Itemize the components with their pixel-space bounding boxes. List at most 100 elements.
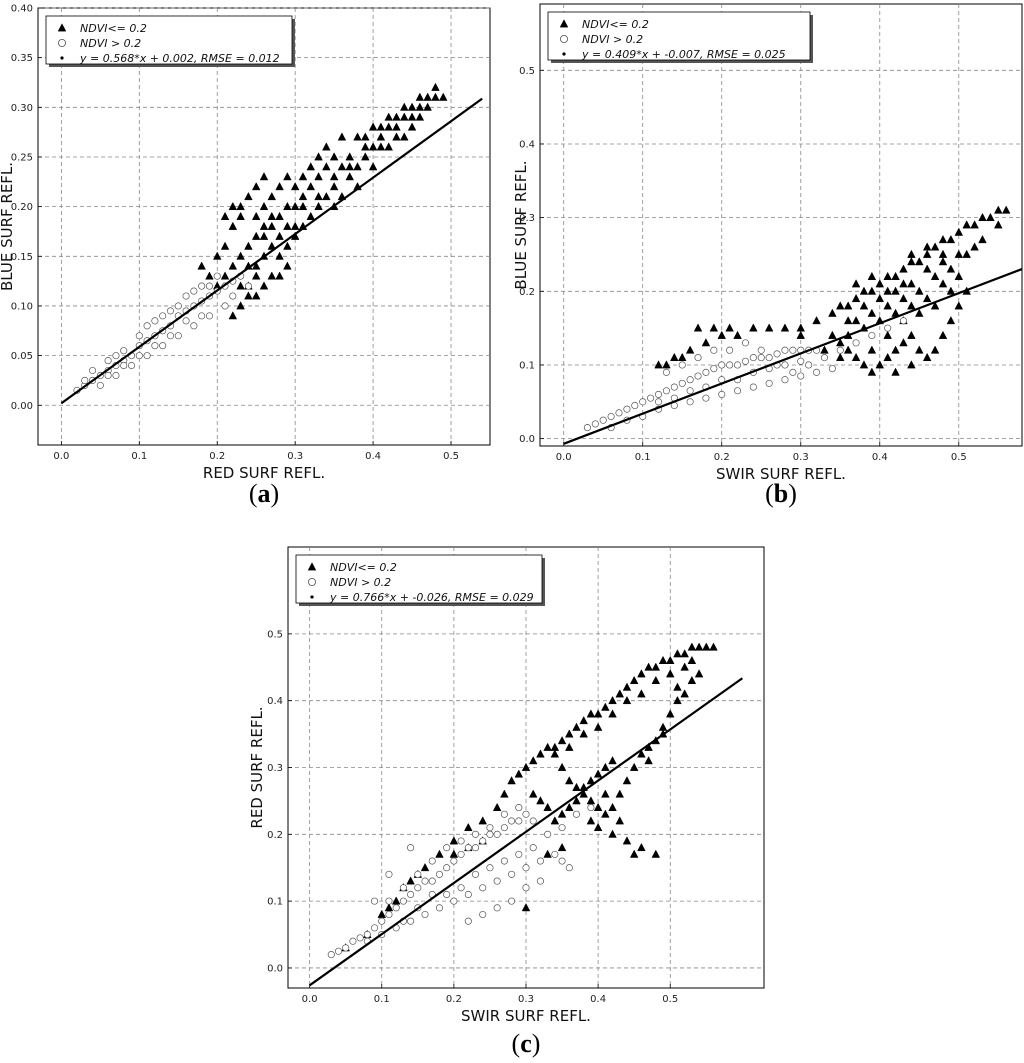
triangle-point (780, 323, 790, 332)
circle-point (765, 379, 773, 387)
circle-point (159, 312, 167, 320)
circle-point (678, 361, 686, 369)
circle-point (89, 366, 97, 375)
triangle-point (629, 675, 639, 685)
triangle-point (899, 293, 908, 303)
triangle-point (608, 802, 617, 811)
triangle-point (867, 367, 877, 376)
triangle-point (922, 293, 932, 303)
y-tick-label: 0.2 (519, 287, 535, 298)
circle-point (182, 317, 190, 325)
triangle-point (899, 264, 908, 273)
circle-point (221, 302, 229, 310)
triangle-point (608, 709, 617, 718)
triangle-point (702, 642, 711, 651)
triangle-point (930, 301, 940, 310)
triangle-point (615, 689, 625, 698)
circle-point (797, 357, 805, 365)
x-tick-label: 0.3 (793, 452, 809, 463)
triangle-point (978, 212, 987, 222)
circle-point (565, 864, 573, 872)
triangle-point (828, 330, 837, 339)
circle-point (899, 317, 908, 325)
circle-point (486, 830, 494, 838)
triangle-point (536, 796, 545, 805)
y-tick-label: 0.30 (11, 103, 33, 114)
triangle-point (835, 352, 845, 361)
circle-point (493, 877, 501, 885)
circle-point (536, 877, 544, 885)
y-tick-label: 0.4 (519, 139, 535, 150)
triangle-point (579, 789, 588, 798)
triangle-point (438, 92, 448, 101)
triangle-point (492, 802, 502, 811)
circle-point (159, 342, 167, 350)
triangle-point (717, 330, 727, 339)
legend-box (295, 554, 543, 604)
triangle-point (236, 201, 245, 211)
triangle-point (228, 201, 238, 211)
triangle-point (586, 776, 596, 785)
circle-point (435, 870, 444, 878)
triangle-point (376, 122, 386, 131)
circle-point (443, 844, 451, 852)
circle-point (686, 387, 694, 395)
triangle-point (685, 345, 695, 354)
circle-point (399, 884, 407, 892)
triangle-point (368, 142, 378, 151)
triangle-point (478, 816, 487, 825)
triangle-point (883, 301, 892, 310)
triangle-point (415, 102, 425, 111)
circle-point (741, 339, 749, 347)
chart-panel-c: 0.0 0.1 0.2 0.3 0.4 0.5 0.0 0.1 0.2 0.3 0.4 0.5 NDVI… (248, 546, 765, 1058)
triangle-point (954, 227, 964, 236)
triangle-point (353, 162, 362, 171)
triangle-point (930, 345, 940, 354)
circle-point (733, 387, 742, 395)
y-tick-label: 0.40 (11, 4, 33, 15)
triangle-point (361, 152, 370, 161)
triangle-point (946, 234, 956, 244)
triangle-point (267, 211, 277, 220)
triangle-point (835, 338, 845, 347)
circle-point (457, 850, 465, 858)
triangle-point (205, 271, 214, 280)
triangle-point (907, 249, 916, 258)
triangle-point (586, 816, 596, 825)
triangle-point (851, 279, 861, 288)
triangle-point (406, 876, 415, 885)
triangle-point (290, 221, 300, 230)
triangle-point (550, 816, 560, 825)
circle-point (508, 817, 516, 825)
triangle-point (637, 689, 646, 698)
circle-point (631, 401, 639, 410)
legend-label: y = 0.766*x + -0.026, RMSE = 0.029 (329, 591, 534, 604)
circle-point (356, 934, 364, 942)
circle-point (143, 352, 151, 360)
triangle-point (275, 211, 284, 220)
triangle-point (915, 345, 924, 354)
triangle-point (946, 316, 956, 325)
triangle-point (514, 769, 524, 778)
legend-label: NDVI<= 0.2 (330, 561, 397, 574)
circle-point (515, 817, 523, 825)
triangle-point (565, 776, 574, 785)
triangle-point (867, 345, 877, 354)
circle-point (334, 947, 343, 955)
y-tick-label: 0.3 (267, 763, 283, 774)
circle-point (710, 365, 718, 373)
triangle-point (228, 261, 238, 270)
circle-point (733, 361, 742, 369)
circle-point (327, 951, 335, 959)
triangle-point (891, 367, 900, 376)
x-tick-label: 0.2 (446, 994, 462, 1005)
triangle-point (361, 132, 370, 141)
triangle-point (922, 352, 932, 361)
circle-point (471, 870, 480, 878)
y-tick-label: 0.2 (267, 830, 283, 841)
triangle-point (608, 756, 617, 765)
triangle-point (228, 221, 238, 230)
triangle-point (658, 655, 668, 664)
circle-point (670, 383, 678, 391)
